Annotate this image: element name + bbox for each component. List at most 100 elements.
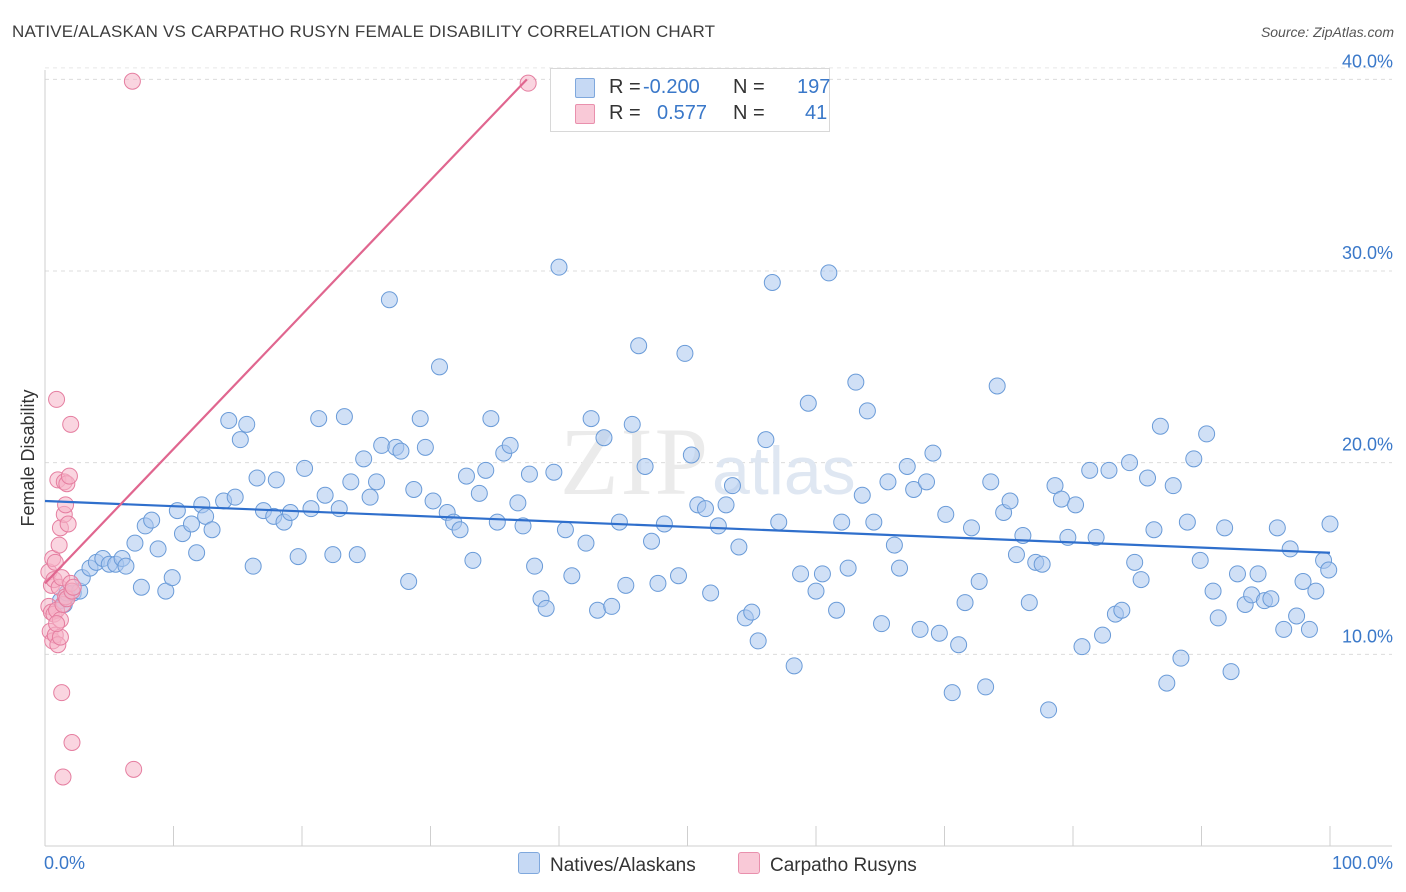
point-native — [411, 410, 429, 428]
legend-r-label: R = — [609, 102, 641, 124]
point-native — [1081, 461, 1099, 479]
bottom-legend-label-natives: Natives/Alaskans — [550, 855, 696, 876]
point-native — [982, 473, 1000, 491]
point-native — [302, 500, 320, 518]
point-native — [168, 502, 186, 520]
point-native — [117, 557, 135, 575]
point-native — [1158, 674, 1176, 692]
bottom-legend-label-rusyn: Carpatho Rusyns — [770, 855, 917, 876]
point-native — [630, 337, 648, 355]
point-native — [943, 684, 961, 702]
point-native — [623, 415, 641, 433]
point-native — [1067, 496, 1085, 514]
point-native — [763, 273, 781, 291]
point-native — [1204, 582, 1222, 600]
point-rusyn — [59, 515, 77, 533]
point-native — [248, 469, 266, 487]
point-native — [1178, 513, 1196, 531]
point-native — [226, 488, 244, 506]
point-native — [847, 373, 865, 391]
point-rusyn — [57, 496, 75, 514]
point-native — [1094, 626, 1112, 644]
point-native — [1073, 638, 1091, 656]
point-native — [885, 536, 903, 554]
point-native — [820, 264, 838, 282]
legend-n-value: 197 — [797, 76, 831, 98]
x-tick-label-start: 0.0% — [44, 853, 85, 873]
axes — [44, 70, 1392, 847]
point-native — [289, 548, 307, 566]
point-native — [617, 576, 635, 594]
point-native — [792, 565, 810, 583]
y-tick-label: 40.0% — [1342, 51, 1393, 71]
point-native — [670, 567, 688, 585]
point-native — [879, 473, 897, 491]
point-rusyn — [48, 615, 66, 633]
point-native — [520, 465, 538, 483]
point-native — [149, 540, 167, 558]
point-native — [335, 408, 353, 426]
point-native — [380, 291, 398, 309]
series-rusyn-points — [40, 72, 537, 786]
point-native — [813, 565, 831, 583]
point-native — [424, 492, 442, 510]
point-native — [962, 519, 980, 537]
tick-labels: 10.0% 20.0% 30.0% 40.0% 0.0% 100.0% — [44, 51, 1393, 873]
trend-line-natives — [44, 499, 1331, 554]
point-native — [702, 584, 720, 602]
point-native — [709, 517, 727, 535]
point-native — [1209, 609, 1227, 627]
point-native — [649, 574, 667, 592]
correlation-legend: R = -0.200 N = 197 R = 0.577 N = 41 — [550, 68, 830, 132]
point-native — [589, 601, 607, 619]
point-native — [188, 544, 206, 562]
bottom-legend-swatch-natives — [518, 852, 540, 874]
point-native — [1249, 565, 1267, 583]
point-native — [1198, 425, 1216, 443]
point-native — [488, 513, 506, 531]
point-native — [595, 429, 613, 447]
point-native — [676, 344, 694, 362]
y-tick-label: 10.0% — [1342, 626, 1393, 646]
point-native — [368, 473, 386, 491]
y-tick-label: 20.0% — [1342, 435, 1393, 455]
point-native — [330, 500, 348, 518]
point-native — [1113, 601, 1131, 619]
point-native — [556, 521, 574, 539]
watermark-atlas: atlas — [712, 433, 856, 509]
point-native — [717, 496, 735, 514]
point-native — [392, 442, 410, 460]
point-native — [905, 480, 923, 498]
point-native — [956, 594, 974, 612]
point-rusyn — [54, 768, 72, 786]
point-native — [1191, 551, 1209, 569]
point-native — [1294, 572, 1312, 590]
point-native — [807, 582, 825, 600]
point-native — [853, 486, 871, 504]
point-native — [310, 410, 328, 428]
series-natives-points — [51, 258, 1339, 719]
point-native — [833, 513, 851, 531]
bottom-legend-natives: Natives/Alaskans — [518, 852, 696, 877]
legend-n-label: N = — [733, 76, 765, 98]
point-native — [537, 599, 555, 617]
point-native — [1132, 571, 1150, 589]
point-native — [1172, 649, 1190, 667]
point-native — [1052, 490, 1070, 508]
legend-r-value: -0.200 — [643, 76, 700, 98]
y-axis-label: Female Disability — [18, 389, 38, 526]
point-native — [918, 473, 936, 491]
point-native — [361, 488, 379, 506]
point-native — [1139, 469, 1157, 487]
point-native — [1288, 607, 1306, 625]
legend-swatch-rusyn — [575, 104, 595, 124]
point-native — [865, 513, 883, 531]
point-native — [950, 636, 968, 654]
point-native — [839, 559, 857, 577]
point-native — [643, 532, 661, 550]
legend-r-value: 0.577 — [657, 102, 708, 124]
point-native — [785, 657, 803, 675]
source-label: Source: ZipAtlas.com — [1260, 24, 1394, 40]
point-native — [416, 438, 434, 456]
